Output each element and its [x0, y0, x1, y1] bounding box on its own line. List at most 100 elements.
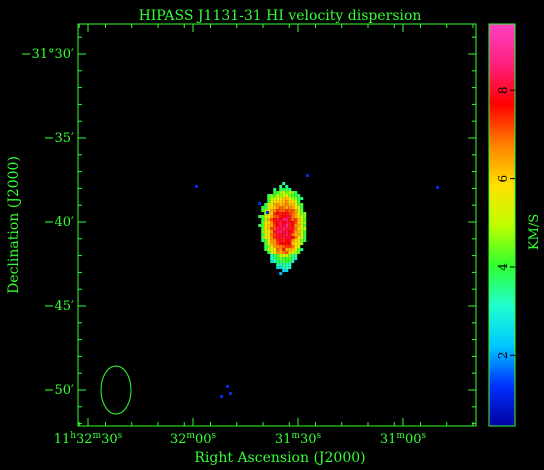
map-pixel — [291, 224, 295, 228]
map-pixel — [270, 248, 274, 252]
colorbar-swatch — [489, 328, 515, 331]
map-pixel — [279, 197, 283, 201]
colorbar-swatch — [489, 206, 515, 209]
colorbar-swatch — [489, 320, 515, 323]
map-pixel — [273, 230, 277, 234]
colorbar-swatch — [489, 110, 515, 113]
colorbar-swatch — [489, 196, 515, 199]
map-pixel — [264, 215, 268, 219]
map-pixel — [300, 230, 304, 234]
map-pixel — [273, 239, 277, 243]
map-pixel — [267, 227, 271, 231]
map-pixel — [288, 227, 292, 231]
map-pixel — [282, 230, 286, 234]
colorbar-swatch — [489, 306, 515, 309]
map-pixel — [267, 248, 271, 252]
map-pixel — [294, 215, 298, 219]
map-pixel — [273, 197, 277, 201]
map-pixel — [270, 221, 274, 225]
map-pixel — [273, 233, 277, 237]
colorbar-swatch — [489, 396, 515, 399]
colorbar-swatch — [489, 322, 515, 325]
map-pixel — [279, 266, 283, 270]
map-pixel — [285, 251, 289, 255]
map-pixel — [291, 254, 295, 258]
map-pixel — [279, 200, 283, 204]
map-pixel — [294, 209, 298, 213]
colorbar-swatch — [489, 162, 515, 165]
map-pixel — [276, 254, 280, 258]
map-pixel — [273, 212, 277, 216]
colorbar-swatch — [489, 416, 515, 419]
map-pixel — [267, 200, 271, 204]
colorbar-swatch — [489, 356, 515, 359]
colorbar-swatch — [489, 40, 515, 43]
map-pixel — [270, 203, 274, 207]
map-pixel — [267, 251, 271, 255]
map-pixel — [294, 251, 298, 255]
x-tick-label: 11h32m30s — [54, 431, 123, 447]
y-tick-label: −35′ — [44, 131, 74, 146]
map-pixel — [229, 392, 232, 395]
map-pixel — [264, 224, 268, 228]
map-pixel — [279, 251, 283, 255]
map-pixel — [288, 209, 292, 213]
map-pixel — [297, 233, 301, 237]
map-pixel — [264, 203, 268, 207]
map-pixel — [294, 224, 298, 228]
colorbar-swatch — [489, 68, 515, 71]
map-pixel — [279, 260, 283, 264]
map-pixel — [261, 227, 265, 231]
colorbar-swatch — [489, 308, 515, 311]
colorbar-swatch — [489, 220, 515, 223]
y-axis: −31°30′ −35′ −40′ −45′ −50′ — [21, 36, 476, 425]
map-pixel — [273, 254, 277, 258]
dispersion-map — [195, 174, 439, 398]
colorbar-swatch — [489, 318, 515, 321]
colorbar-swatch — [489, 158, 515, 161]
map-pixel — [300, 218, 304, 222]
colorbar-swatch — [489, 142, 515, 145]
map-pixel — [303, 227, 307, 231]
map-pixel — [282, 257, 286, 261]
colorbar-swatch — [489, 284, 515, 287]
map-pixel — [264, 206, 268, 210]
colorbar-swatch — [489, 58, 515, 61]
map-pixel — [300, 203, 304, 207]
map-pixel — [267, 221, 271, 225]
map-pixel — [288, 224, 292, 228]
map-pixel — [270, 206, 274, 210]
colorbar-swatch — [489, 392, 515, 395]
map-pixel — [300, 206, 304, 210]
colorbar-swatch — [489, 168, 515, 171]
map-pixel — [297, 218, 301, 222]
colorbar-tick-label: 8 — [496, 86, 510, 94]
map-pixel — [279, 233, 283, 237]
colorbar-swatch — [489, 24, 515, 27]
map-pixel — [285, 230, 289, 234]
colorbar-swatch — [489, 404, 515, 407]
map-pixel — [303, 215, 307, 219]
colorbar-swatch — [489, 326, 515, 329]
map-pixel — [261, 221, 265, 225]
map-pixel — [276, 212, 280, 216]
colorbar-swatch — [489, 256, 515, 259]
map-pixel — [270, 230, 274, 234]
colorbar-swatch — [489, 420, 515, 423]
map-pixel — [288, 266, 292, 270]
map-pixel — [291, 209, 295, 213]
colorbar-swatch — [489, 232, 515, 235]
colorbar-swatch — [489, 92, 515, 95]
colorbar-swatch — [489, 32, 515, 35]
map-pixel — [285, 239, 289, 243]
map-pixel — [258, 224, 262, 228]
colorbar-swatch — [489, 264, 515, 267]
colorbar-swatch — [489, 188, 515, 191]
map-pixel — [264, 242, 268, 246]
colorbar-swatch — [489, 126, 515, 129]
colorbar-swatch — [489, 422, 515, 425]
map-pixel — [288, 215, 292, 219]
map-pixel — [276, 257, 280, 261]
map-pixel — [288, 200, 292, 204]
map-pixel — [267, 242, 271, 246]
